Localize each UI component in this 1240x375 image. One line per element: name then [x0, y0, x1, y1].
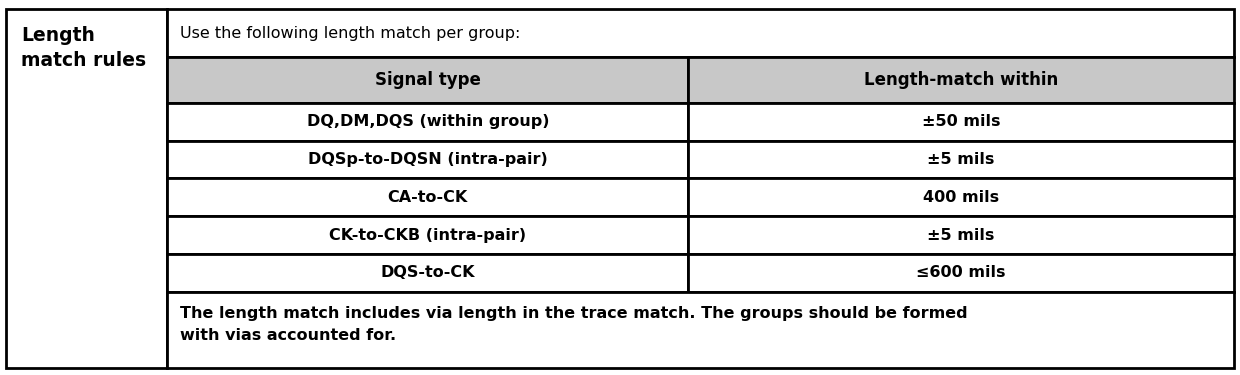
Bar [688, 57, 1234, 103]
Bar [167, 292, 1234, 368]
Text: DQS-to-CK: DQS-to-CK [381, 266, 475, 280]
Bar [167, 216, 688, 254]
Bar [6, 9, 167, 368]
Text: ±50 mils: ±50 mils [921, 114, 1001, 129]
Text: CA-to-CK: CA-to-CK [388, 190, 467, 205]
Text: Signal type: Signal type [374, 71, 481, 89]
Text: The length match includes via length in the trace match. The groups should be fo: The length match includes via length in … [180, 306, 967, 343]
Bar [167, 9, 1234, 57]
Bar [688, 141, 1234, 178]
Text: DQ,DM,DQS (within group): DQ,DM,DQS (within group) [306, 114, 549, 129]
Text: ±5 mils: ±5 mils [928, 228, 994, 243]
Bar [688, 254, 1234, 292]
Text: 400 mils: 400 mils [923, 190, 999, 205]
Bar [167, 254, 688, 292]
Text: Length
match rules: Length match rules [21, 26, 146, 70]
Bar [167, 178, 688, 216]
Bar [167, 141, 688, 178]
Bar [688, 103, 1234, 141]
Bar [688, 178, 1234, 216]
Bar [167, 57, 688, 103]
Text: ±5 mils: ±5 mils [928, 152, 994, 167]
Text: DQSp-to-DQSN (intra-pair): DQSp-to-DQSN (intra-pair) [308, 152, 548, 167]
Text: CK-to-CKB (intra-pair): CK-to-CKB (intra-pair) [330, 228, 526, 243]
Text: ≤600 mils: ≤600 mils [916, 266, 1006, 280]
Text: Length-match within: Length-match within [864, 71, 1058, 89]
Text: Use the following length match per group:: Use the following length match per group… [180, 26, 520, 41]
Bar [167, 103, 688, 141]
Bar [688, 216, 1234, 254]
